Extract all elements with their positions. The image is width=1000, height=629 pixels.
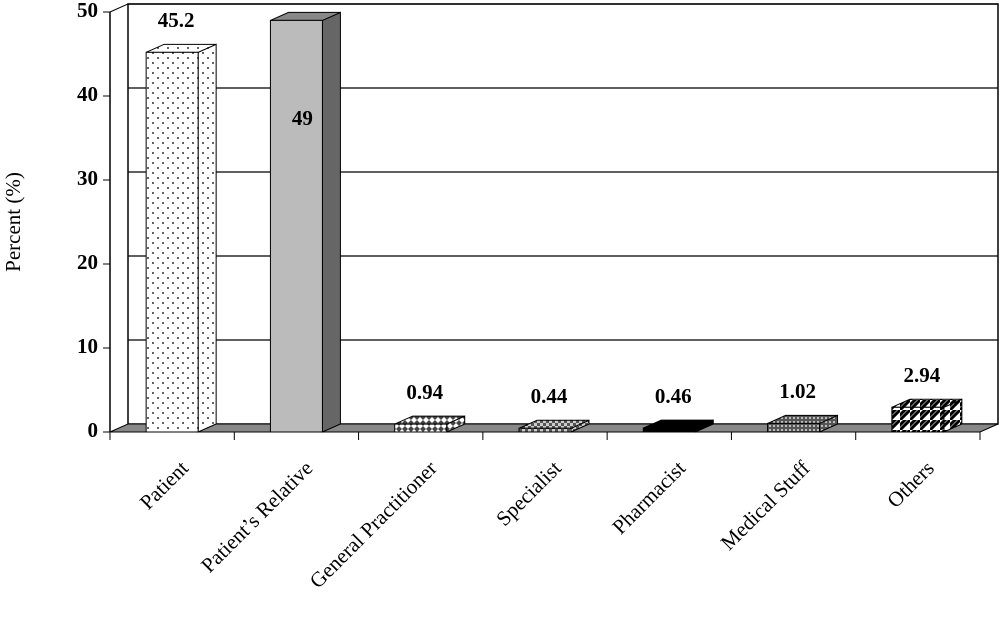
x-tick-label: General Practitioner — [305, 456, 442, 593]
bar-face — [891, 406, 945, 433]
bar — [642, 419, 714, 433]
x-tick-label: Pharmacist — [607, 456, 690, 539]
bar-face — [269, 19, 323, 433]
y-tick-label: 0 — [88, 418, 99, 442]
y-tick-label: 30 — [77, 166, 98, 190]
left-wall-edge — [109, 3, 129, 13]
y-axis-title: Percent (%) — [1, 172, 25, 272]
y-tick-label: 20 — [77, 250, 98, 274]
value-label: 45.2 — [158, 8, 195, 32]
value-label: 49 — [292, 106, 313, 130]
y-tick-label: 40 — [77, 82, 98, 106]
bar-face — [518, 427, 572, 433]
value-label: 0.94 — [406, 380, 443, 404]
value-label: 1.02 — [779, 379, 816, 403]
bar-face — [642, 427, 696, 433]
y-tick-label: 10 — [77, 334, 98, 358]
x-tick-label: Others — [882, 456, 939, 513]
bar — [767, 414, 839, 433]
back-wall — [127, 3, 999, 425]
bar — [145, 43, 217, 433]
value-label: 0.44 — [531, 384, 568, 408]
value-label: 0.46 — [655, 384, 692, 408]
bar-face — [145, 51, 199, 433]
x-tick-label: Patient — [135, 456, 193, 514]
bar — [518, 419, 590, 433]
bar-face — [197, 43, 217, 433]
bar — [269, 11, 341, 433]
x-tick-label: Specialist — [491, 456, 566, 531]
bar — [891, 398, 963, 433]
bar — [394, 415, 466, 433]
bar-face — [767, 422, 821, 433]
x-tick-label: Patient’s Relative — [196, 456, 317, 577]
bar-face — [394, 423, 448, 433]
bar-face — [321, 11, 341, 433]
x-tick-label: Medical Stuff — [716, 456, 815, 555]
y-tick-label: 50 — [77, 0, 98, 22]
value-label: 2.94 — [903, 363, 940, 387]
